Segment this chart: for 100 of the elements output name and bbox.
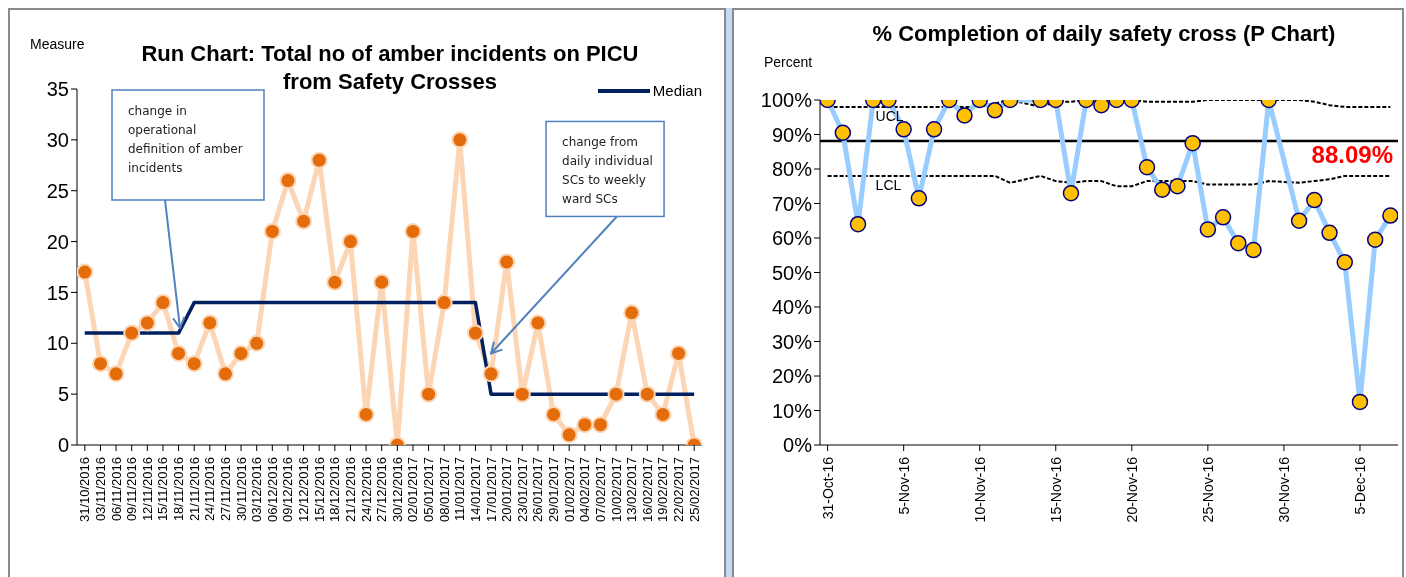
x-tick-label: 27/11/2016 <box>217 457 233 522</box>
y-tick-label: 30% <box>771 330 813 353</box>
point <box>201 314 219 332</box>
x-tick-label: 26/01/2017 <box>530 457 546 523</box>
x-tick-label: 25/02/2017 <box>686 457 702 523</box>
point <box>123 324 141 342</box>
x-tick-label: 21/11/2016 <box>186 457 202 522</box>
y-tick-label: 30 <box>46 128 69 151</box>
x-tick-label: 12/12/2016 <box>296 457 312 523</box>
x-tick-label: 24/12/2016 <box>358 457 374 523</box>
x-tick-label: 09/12/2016 <box>280 457 296 523</box>
y-tick-label: 10 <box>46 332 69 355</box>
point <box>420 385 438 403</box>
point <box>638 385 656 403</box>
point <box>591 416 609 434</box>
point <box>670 344 688 362</box>
x-tick-label: 14/01/2017 <box>467 457 483 523</box>
annotation: change in operational definition of amber incidents <box>128 103 244 177</box>
y-tick-label: 15 <box>46 281 69 304</box>
x-tick-label: 31-Oct-16 <box>819 456 836 520</box>
point <box>138 314 156 332</box>
y-tick-label: 10% <box>771 399 813 422</box>
x-tick-label: 03/12/2016 <box>249 457 265 523</box>
point <box>373 273 391 291</box>
point <box>451 131 469 149</box>
y-tick-label: 100% <box>760 89 813 112</box>
point <box>404 222 422 240</box>
x-tick-label: 31/10/2016 <box>77 457 93 523</box>
point <box>263 222 281 240</box>
point <box>607 385 625 403</box>
series-label: LCL <box>875 176 902 193</box>
x-tick-label: 04/02/2017 <box>577 457 593 523</box>
x-tick-label: 5-Nov-16 <box>895 456 912 515</box>
x-tick-label: 03/11/2016 <box>92 457 108 522</box>
point <box>310 151 328 169</box>
point <box>107 365 125 383</box>
y-tick-label: 0% <box>783 434 813 457</box>
x-tick-label: 02/01/2017 <box>405 457 421 523</box>
y-tick-label: 90% <box>771 123 813 146</box>
y-tick-label: 50% <box>771 261 813 284</box>
x-tick-label: 21/12/2016 <box>342 457 358 523</box>
x-tick-label: 30-Nov-16 <box>1275 456 1292 523</box>
y-tick-label: 20% <box>771 365 813 388</box>
x-tick-label: 13/02/2017 <box>624 457 640 523</box>
point <box>154 294 172 312</box>
point <box>482 365 500 383</box>
point <box>435 294 453 312</box>
point <box>654 405 672 423</box>
point <box>513 385 531 403</box>
x-tick-label: 29/01/2017 <box>546 457 562 523</box>
point <box>77 263 94 281</box>
x-tick-label: 19/02/2017 <box>655 457 671 523</box>
legend-label: Median <box>651 82 702 99</box>
point <box>295 212 313 230</box>
x-tick-label: 20-Nov-16 <box>1123 456 1140 523</box>
x-tick-label: 25-Nov-16 <box>1199 456 1216 523</box>
x-tick-label: 10-Nov-16 <box>971 456 988 523</box>
point <box>545 405 563 423</box>
x-tick-label: 15-Nov-16 <box>1047 456 1064 523</box>
point <box>216 365 234 383</box>
x-tick-label: 22/02/2017 <box>671 457 687 523</box>
x-tick-label: 15/11/2016 <box>155 457 171 522</box>
point <box>185 355 203 373</box>
point <box>170 344 188 362</box>
y-tick-label: 35 <box>46 78 69 101</box>
x-tick-label: 30/11/2016 <box>233 457 249 522</box>
x-tick-label: 27/12/2016 <box>374 457 390 523</box>
x-tick-label: 30/12/2016 <box>389 457 405 523</box>
x-tick-label: 09/11/2016 <box>124 457 140 522</box>
x-tick-label: 16/02/2017 <box>639 457 655 523</box>
x-tick-label: 18/12/2016 <box>327 457 343 523</box>
x-tick-label: 24/11/2016 <box>202 457 218 522</box>
y-tick-label: 5 <box>57 383 69 406</box>
y-tick-label: 70% <box>771 192 813 215</box>
point <box>341 233 359 251</box>
point <box>576 416 594 434</box>
chart-title: % Completion of daily safety cross (P Chart) <box>871 20 1337 48</box>
point <box>529 314 547 332</box>
x-tick-label: 12/11/2016 <box>139 457 155 522</box>
y-tick-label: 40% <box>771 296 813 319</box>
y-tick-label: 0 <box>57 434 69 457</box>
x-tick-label: 15/12/2016 <box>311 457 327 523</box>
x-tick-label: 11/01/2017 <box>452 457 468 522</box>
x-tick-label: 17/01/2017 <box>483 457 499 523</box>
y-tick-label: 60% <box>771 227 813 250</box>
y-tick-label: 80% <box>771 158 813 181</box>
x-tick-label: 5-Dec-16 <box>1351 456 1368 515</box>
y-tick-label: 20 <box>46 230 69 253</box>
x-tick-label: 18/11/2016 <box>171 457 187 522</box>
point <box>498 253 516 271</box>
x-tick-label: 07/02/2017 <box>592 457 608 523</box>
x-tick-label: 10/02/2017 <box>608 457 624 523</box>
x-tick-label: 06/12/2016 <box>264 457 280 523</box>
series-label: UCL <box>875 107 904 124</box>
annotation: change from daily individual SCs to weekly ward SCs <box>562 134 654 209</box>
x-tick-label: 20/01/2017 <box>499 457 515 523</box>
chart-title: Run Chart: Total no of amber incidents on PICU from Safety Crosses <box>140 40 640 96</box>
y-tick-label: 25 <box>46 179 69 202</box>
ref-line-label: 88.09% <box>1311 141 1393 169</box>
point <box>560 426 578 444</box>
